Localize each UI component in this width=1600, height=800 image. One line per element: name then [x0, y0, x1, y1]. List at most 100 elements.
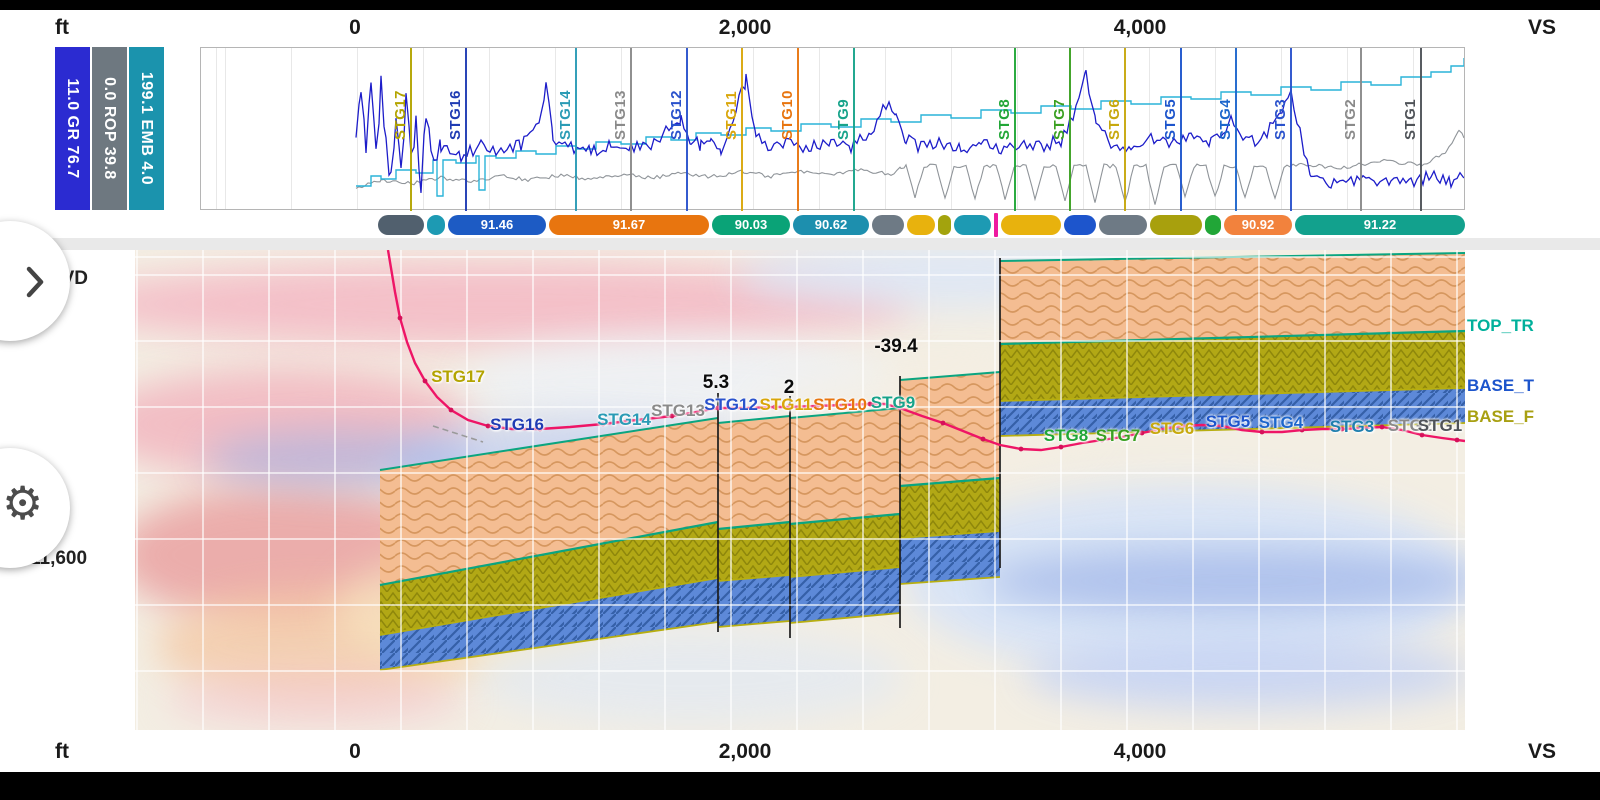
section-stage-label-stg8: STG8 [1043, 426, 1089, 445]
stage-pill-90.03[interactable]: 90.03 [712, 215, 790, 235]
log-curves [355, 58, 1464, 205]
section-stage-label-stg4: STG4 [1258, 413, 1304, 432]
section-stage-label-stg11: STG11 [759, 395, 813, 414]
stage-pill[interactable] [427, 215, 445, 235]
section-stage-label-stg16: STG16 [490, 415, 544, 434]
log-track-scale-emb[interactable]: 199.1 EMB 4.0 [129, 47, 164, 210]
axis-unit-right: VS [1527, 740, 1556, 763]
axis-tick-2000: 2,000 [718, 16, 772, 39]
stage-line-stg16 [465, 48, 467, 211]
cross-section[interactable]: STG17 STG16 STG14 STG13 STG12 STG11 STG10 STG9 S… [135, 250, 1465, 730]
horizon-label-base_f: BASE_F [1467, 407, 1535, 426]
section-stage-label-stg1: STG1 [1417, 416, 1463, 435]
chevron-right-icon [26, 266, 44, 298]
fault-throw-annotation: 5.3 [702, 372, 730, 393]
axis-tick-4000: 4,000 [1113, 740, 1167, 763]
section-stage-label-stg2: STG2 [1387, 416, 1433, 435]
stage-line-stg2 [1360, 48, 1362, 211]
section-stage-label-stg17: STG17 [431, 367, 485, 386]
trajectory-markers [397, 315, 1460, 452]
stage-line-label-stg14: STG14 [557, 89, 574, 140]
stage-pill[interactable] [1150, 215, 1202, 235]
stage-pill[interactable] [378, 215, 424, 235]
axis-unit-left: ft [55, 740, 69, 763]
stage-line-label-stg7: STG7 [1051, 98, 1068, 140]
gr-curve [355, 69, 1464, 193]
top-black-bar [0, 0, 1600, 10]
stage-pill[interactable] [907, 215, 935, 235]
stage-line-stg12 [686, 48, 688, 211]
stage-pill[interactable] [1001, 215, 1061, 235]
rop-curve [355, 129, 1464, 205]
log-track-scale-rop[interactable]: 0.0 ROP 39.8 [92, 47, 127, 210]
log-track-scale-label: 11.0 GR 76.7 [64, 78, 81, 179]
stage-line-label-stg16: STG16 [447, 89, 464, 140]
stage-pill-91.46[interactable]: 91.46 [448, 215, 546, 235]
fault-throw-annotation: 2 [783, 377, 795, 398]
axis-unit-left: ft [55, 16, 69, 39]
section-stage-label-stg5: STG5 [1205, 412, 1251, 431]
stage-line-stg8 [1014, 48, 1016, 211]
stage-line-stg1 [1420, 48, 1422, 211]
axis-tick-4000: 4,000 [1113, 16, 1167, 39]
horizon-label-base_t: BASE_T [1467, 376, 1535, 395]
stage-pill[interactable] [872, 215, 904, 235]
section-stage-label-stg13: STG13 [651, 401, 705, 420]
stage-line-label-stg1: STG1 [1402, 98, 1419, 140]
well-trajectory [386, 250, 1465, 452]
stage-line-label-stg17: STG17 [392, 89, 409, 140]
bottom-black-bar [0, 772, 1600, 800]
stage-pill[interactable] [994, 213, 998, 237]
panel-divider [0, 238, 1600, 250]
section-stage-label-stg10: STG10 [813, 395, 867, 414]
stage-pill-90.92[interactable]: 90.92 [1224, 215, 1292, 235]
section-stage-label-stg12: STG12 [704, 395, 758, 414]
section-stage-label-stg7: STG7 [1095, 426, 1141, 445]
log-plot-area[interactable]: STG17 STG16 STG14 STG13 STG12 STG11 STG10 STG9 S… [200, 47, 1465, 211]
stage-pill[interactable] [1064, 215, 1096, 235]
stage-pill[interactable] [1099, 215, 1147, 235]
log-track-scale-gr[interactable]: 11.0 GR 76.7 [55, 47, 90, 210]
stage-pill[interactable] [954, 215, 991, 235]
stage-pill[interactable] [1205, 215, 1221, 235]
stage-line-stg17 [410, 48, 412, 211]
stage-line-label-stg11: STG11 [723, 90, 740, 140]
section-stage-label-stg14: STG14 [597, 410, 651, 429]
stage-line-stg10 [797, 48, 799, 211]
stage-line-stg14 [575, 48, 577, 211]
stage-line-stg13 [630, 48, 632, 211]
gear-icon: ⚙ [2, 477, 44, 529]
stage-line-label-stg3: STG3 [1272, 98, 1289, 140]
stage-line-stg7 [1069, 48, 1071, 211]
stage-line-stg3 [1290, 48, 1292, 211]
axis-tick-2000: 2,000 [718, 740, 772, 763]
fault-throw-annotation: -39.4 [874, 336, 918, 357]
stage-line-stg9 [853, 48, 855, 211]
stage-line-stg11 [741, 48, 743, 211]
stage-line-label-stg5: STG5 [1162, 98, 1179, 140]
axis-unit-right: VS [1527, 16, 1556, 39]
stage-pill-91.67[interactable]: 91.67 [549, 215, 709, 235]
log-panel: 11.0 GR 76.7 0.0 ROP 39.8 199.1 EMB 4.0 ST… [0, 47, 1600, 211]
axis-tick-0: 0 [349, 16, 361, 39]
section-view: TVD 11,600 [0, 250, 1600, 730]
stage-line-label-stg13: STG13 [612, 89, 629, 140]
stage-line-label-stg6: STG6 [1106, 98, 1123, 140]
stage-line-label-stg10: STG10 [779, 89, 796, 140]
stage-pill[interactable] [938, 215, 951, 235]
stage-line-label-stg8: STG8 [996, 98, 1013, 140]
stage-line-label-stg4: STG4 [1217, 98, 1234, 140]
stage-line-stg4 [1235, 48, 1237, 211]
stage-pill-91.22[interactable]: 91.22 [1295, 215, 1465, 235]
emb-curve [356, 58, 1464, 197]
stage-line-label-stg9: STG9 [835, 98, 852, 140]
trajectory-overlay [386, 250, 1465, 452]
stage-value-bar: 91.46 91.67 90.03 90.62 90.92 91.22 [0, 212, 1600, 238]
stage-pill-90.62[interactable]: 90.62 [793, 215, 869, 235]
section-stage-label-stg9: STG9 [870, 393, 916, 412]
bottom-axis: ft 0 2,000 4,000 VS [0, 730, 1600, 772]
horizon-labels: TOP_TR BASE_T BASE_F [1467, 250, 1543, 730]
horizon-label-top_tr: TOP_TR [1467, 316, 1534, 335]
top-axis: ft 0 2,000 4,000 VS [0, 10, 1600, 48]
